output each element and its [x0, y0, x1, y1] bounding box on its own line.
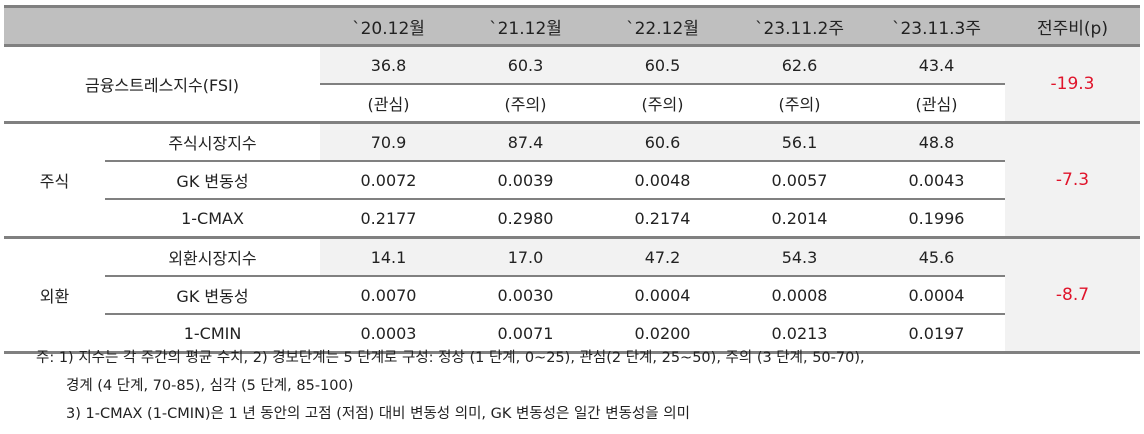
- table-row: GK 변동성 0.0072 0.0039 0.0048 0.0057 0.004…: [4, 161, 1140, 200]
- cell: (관심): [320, 84, 457, 124]
- cell: 0.0070: [320, 276, 457, 315]
- cell: 14.1: [320, 237, 457, 277]
- cell: (주의): [731, 84, 868, 124]
- stock-group-label: 주식: [4, 122, 105, 239]
- cell: 0.0048: [594, 161, 731, 200]
- cell: 56.1: [731, 122, 868, 162]
- cell: (관심): [868, 84, 1005, 124]
- table-row: 1-CMIN 0.0003 0.0071 0.0200 0.0213 0.019…: [4, 314, 1140, 354]
- cell: 54.3: [731, 237, 868, 277]
- cell: 0.0039: [457, 161, 594, 200]
- cell: 0.0197: [868, 314, 1005, 354]
- footnotes: 주: 1) 지수는 각 주간의 평균 수치, 2) 경보단계는 5 단계로 구성…: [36, 344, 865, 428]
- cell: 0.0057: [731, 161, 868, 200]
- table-row: 1-CMAX 0.2177 0.2980 0.2174 0.2014 0.199…: [4, 199, 1140, 239]
- cell: 87.4: [457, 122, 594, 162]
- row-label: 1-CMIN: [105, 314, 320, 354]
- row-label: GK 변동성: [105, 276, 320, 315]
- cell: 0.2174: [594, 199, 731, 239]
- footnote-line: 경계 (4 단계, 70-85), 심각 (5 단계, 85-100): [66, 378, 354, 394]
- cell: 36.8: [320, 45, 457, 85]
- cell: 17.0: [457, 237, 594, 277]
- cell: 0.0003: [320, 314, 457, 354]
- fsi-change: -19.3: [1005, 45, 1140, 124]
- table-row: 금융스트레스지수(FSI) 36.8 60.3 60.5 62.6 43.4 -…: [4, 45, 1140, 124]
- cell: 0.0072: [320, 161, 457, 200]
- row-label: 외환시장지수: [105, 237, 320, 277]
- cell: (주의): [457, 84, 594, 124]
- footnote-line: 주: 1) 지수는 각 주간의 평균 수치, 2) 경보단계는 5 단계로 구성…: [36, 350, 865, 366]
- cell: 0.2014: [731, 199, 868, 239]
- cell: 62.6: [731, 45, 868, 85]
- fsi-label: 금융스트레스지수(FSI): [4, 45, 320, 124]
- cell: 0.0008: [731, 276, 868, 315]
- cell: 0.2177: [320, 199, 457, 239]
- header-blank: [4, 5, 320, 47]
- cell: 0.0200: [594, 314, 731, 354]
- table-row: (관심) (주의) (주의) (주의) (관심): [4, 84, 1140, 124]
- header-col: `20.12월: [320, 5, 457, 47]
- cell: 45.6: [868, 237, 1005, 277]
- cell: 70.9: [320, 122, 457, 162]
- footnote-line: 3) 1-CMAX (1-CMIN)은 1 년 동안의 고점 (저점) 대비 변…: [66, 406, 690, 422]
- stock-change: -7.3: [1005, 122, 1140, 239]
- cell: (주의): [594, 84, 731, 124]
- cell: 0.0043: [868, 161, 1005, 200]
- cell: 0.0030: [457, 276, 594, 315]
- cell: 43.4: [868, 45, 1005, 85]
- header-col: `23.11.3주: [868, 5, 1005, 47]
- fx-group-label: 외환: [4, 237, 105, 354]
- header-row: `20.12월 `21.12월 `22.12월 `23.11.2주 `23.11…: [4, 5, 1140, 47]
- cell: 60.6: [594, 122, 731, 162]
- cell: 60.5: [594, 45, 731, 85]
- fx-change: -8.7: [1005, 237, 1140, 354]
- table-row: 외환 외환시장지수 14.1 17.0 47.2 54.3 45.6 -8.7: [4, 237, 1140, 354]
- cell: 47.2: [594, 237, 731, 277]
- cell: 0.0004: [868, 276, 1005, 315]
- header-col: `21.12월: [457, 5, 594, 47]
- cell: 0.0071: [457, 314, 594, 354]
- header-col: `22.12월: [594, 5, 731, 47]
- cell: 48.8: [868, 122, 1005, 162]
- row-label: 주식시장지수: [105, 122, 320, 162]
- header-col: 전주비(p): [1005, 5, 1140, 47]
- cell: 0.0213: [731, 314, 868, 354]
- cell: 60.3: [457, 45, 594, 85]
- header-col: `23.11.2주: [731, 5, 868, 47]
- cell: 0.1996: [868, 199, 1005, 239]
- fsi-table: `20.12월 `21.12월 `22.12월 `23.11.2주 `23.11…: [4, 5, 1140, 354]
- row-label: 1-CMAX: [105, 199, 320, 239]
- cell: 0.2980: [457, 199, 594, 239]
- table-row: 주식 주식시장지수 70.9 87.4 60.6 56.1 48.8 -7.3: [4, 122, 1140, 239]
- row-label: GK 변동성: [105, 161, 320, 200]
- table-row: GK 변동성 0.0070 0.0030 0.0004 0.0008 0.000…: [4, 276, 1140, 315]
- cell: 0.0004: [594, 276, 731, 315]
